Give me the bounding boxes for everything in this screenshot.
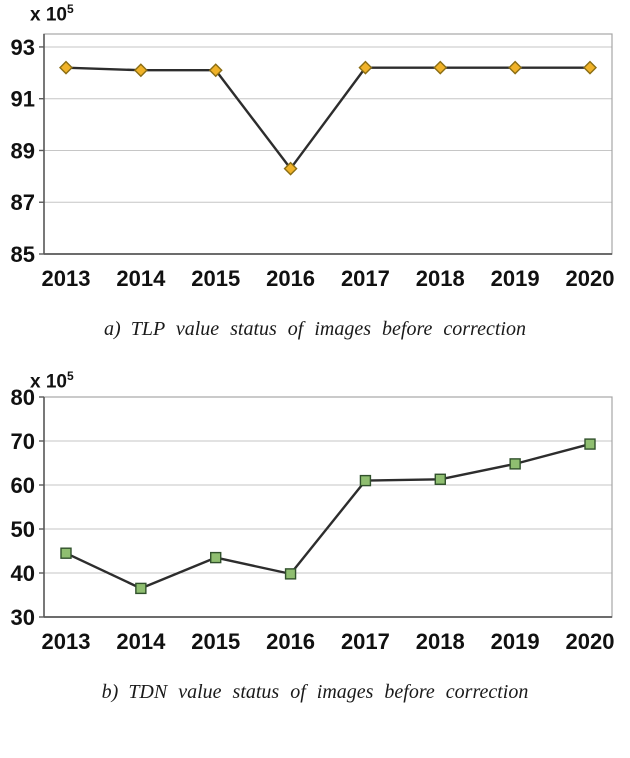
svg-text:80: 80 xyxy=(11,385,35,410)
series-line xyxy=(65,66,590,170)
svg-text:91: 91 xyxy=(11,87,35,112)
svg-text:2017: 2017 xyxy=(341,266,390,291)
chart-block-tdn: x 105 30 40 50 60 70 80 2013 2014 2015 2016 2017 20… xyxy=(0,367,630,704)
caption-label: a) xyxy=(104,318,121,340)
svg-text:2017: 2017 xyxy=(341,629,390,654)
series-markers xyxy=(59,60,597,176)
unit-prefix: x 10 xyxy=(30,371,67,393)
svg-text:60: 60 xyxy=(11,473,35,498)
y-axis-unit-label: x 105 xyxy=(30,2,74,26)
svg-text:70: 70 xyxy=(11,429,35,454)
svg-text:2019: 2019 xyxy=(491,266,540,291)
svg-text:2016: 2016 xyxy=(266,629,315,654)
svg-text:2014: 2014 xyxy=(116,629,166,654)
caption-text: TDN value status of images before correc… xyxy=(128,681,529,703)
svg-text:87: 87 xyxy=(11,190,35,215)
svg-text:2020: 2020 xyxy=(566,266,615,291)
caption-tlp: a) TLP value status of images before corr… xyxy=(0,318,630,341)
chart-block-tlp: x 105 85 87 89 91 93 2013 2014 2015 2016 2017 2018… xyxy=(0,0,630,341)
unit-exponent: 5 xyxy=(66,369,74,383)
caption-tdn: b) TDN value status of images before corr… xyxy=(0,681,630,704)
tdn-line-chart: 30 40 50 60 70 80 2013 2014 2015 2016 2017 2018 2019… xyxy=(11,385,615,654)
svg-text:2019: 2019 xyxy=(491,629,540,654)
svg-text:2016: 2016 xyxy=(266,266,315,291)
svg-text:89: 89 xyxy=(11,138,35,163)
axes xyxy=(43,34,612,255)
svg-text:50: 50 xyxy=(11,517,35,542)
svg-text:2015: 2015 xyxy=(191,266,240,291)
x-axis-labels: 2013 2014 2015 2016 2017 2018 2019 2020 xyxy=(42,266,615,291)
axes xyxy=(43,397,612,618)
y-axis-labels: 30 40 50 60 70 80 xyxy=(11,385,44,630)
svg-text:2013: 2013 xyxy=(42,266,91,291)
svg-text:40: 40 xyxy=(11,561,35,586)
unit-exponent: 5 xyxy=(66,2,74,16)
series-markers xyxy=(60,438,596,595)
svg-text:85: 85 xyxy=(11,242,35,267)
y-axis-labels: 85 87 89 91 93 xyxy=(11,35,44,267)
svg-text:2015: 2015 xyxy=(191,629,240,654)
svg-text:93: 93 xyxy=(11,35,35,60)
x-axis-labels: 2013 2014 2015 2016 2017 2018 2019 2020 xyxy=(42,629,615,654)
svg-text:2018: 2018 xyxy=(416,629,465,654)
gridlines xyxy=(44,46,612,255)
caption-label: b) xyxy=(101,681,119,703)
series-line xyxy=(65,442,591,590)
y-axis-unit-label: x 105 xyxy=(30,369,74,393)
svg-text:2014: 2014 xyxy=(116,266,166,291)
unit-prefix: x 10 xyxy=(30,4,67,26)
svg-text:30: 30 xyxy=(11,605,35,630)
svg-text:2018: 2018 xyxy=(416,266,465,291)
svg-text:2013: 2013 xyxy=(42,629,91,654)
svg-text:2020: 2020 xyxy=(566,629,615,654)
caption-text: TLP value status of images before correc… xyxy=(130,318,526,340)
